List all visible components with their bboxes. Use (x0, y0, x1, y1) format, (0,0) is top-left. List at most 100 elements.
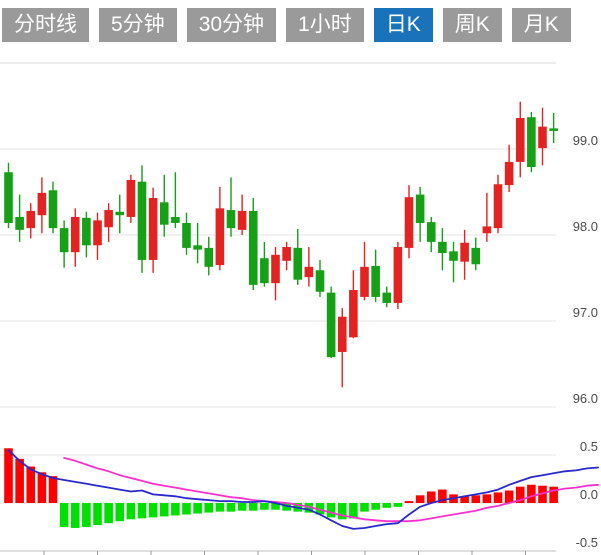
macd-hist-bar-up (37, 472, 47, 503)
macd-hist-bar-down (115, 503, 125, 522)
macd-hist-bar-down (337, 503, 347, 520)
candle-body-down (293, 247, 303, 280)
macd-hist-bar-up (426, 491, 436, 503)
macd-hist-bar-up (471, 495, 481, 503)
candle-body-up (37, 192, 47, 216)
macd-hist-bar-down (226, 503, 236, 512)
macd-hist-bar-down (82, 503, 91, 527)
candle-body-up (237, 210, 247, 230)
tab-intraday[interactable]: 分时线 (2, 8, 89, 42)
macd-hist-bar-down (215, 503, 225, 512)
candle-body-down (82, 217, 91, 246)
candle-body-down (426, 222, 436, 242)
tab-5min[interactable]: 5分钟 (99, 8, 177, 42)
macd-hist-bar-down (326, 503, 336, 518)
price-axis-label: 98.0 (573, 219, 598, 234)
dea-line (63, 456, 599, 523)
candle-body-down (415, 194, 425, 223)
macd-hist-bar-down (93, 503, 102, 526)
macd-hist-bar-up (515, 486, 525, 503)
macd-hist-bar-up (48, 476, 58, 503)
candle-body-down (326, 292, 336, 358)
candle-body-up (148, 198, 158, 260)
candle-body-down (527, 117, 536, 168)
candle-body-up (515, 118, 525, 162)
macd-hist-bar-up (460, 496, 469, 503)
price-axis-label: 96.0 (573, 391, 598, 406)
macd-hist-bar-down (360, 503, 369, 512)
macd-hist-bar-down (271, 503, 280, 510)
macd-hist-bar-down (204, 503, 214, 513)
candle-body-down (449, 251, 458, 261)
macd-hist-bar-down (59, 503, 69, 527)
candle-body-down (137, 181, 147, 260)
candle-body-down (182, 222, 191, 248)
candle-body-down (471, 247, 481, 265)
tab-daily-k[interactable]: 日K (373, 8, 433, 42)
tab-weekly-k[interactable]: 周K (442, 8, 502, 42)
candle-body-up (360, 266, 369, 297)
candle-body-down (549, 128, 558, 131)
candle-body-down (382, 292, 392, 303)
candle-body-down (438, 241, 447, 254)
candle-body-up (504, 161, 514, 186)
candle-body-up (460, 242, 469, 262)
candle-body-down (48, 190, 58, 229)
macd-hist-bar-down (104, 503, 113, 524)
candle-body-up (215, 208, 225, 266)
macd-hist-bar-down (159, 503, 169, 517)
macd-hist-bar-up (493, 492, 503, 503)
candle-body-up (104, 210, 113, 228)
macd-axis-label: 0.5 (580, 439, 598, 454)
candle-body-up (304, 266, 314, 278)
candle-body-down (193, 245, 202, 250)
tab-30min[interactable]: 30分钟 (186, 8, 277, 42)
price-axis-label: 97.0 (573, 305, 598, 320)
macd-hist-bar-up (527, 484, 536, 503)
candle-body-up (271, 254, 280, 284)
candle-body-down (204, 247, 214, 267)
candle-body-up (349, 290, 358, 338)
macd-hist-bar-down (171, 503, 180, 516)
macd-hist-bar-up (438, 489, 447, 503)
candle-body-down (15, 216, 24, 230)
macd-hist-bar-down (70, 503, 80, 528)
macd-hist-bar-down (193, 503, 202, 514)
macd-hist-bar-down (393, 503, 403, 507)
candle-body-down (159, 202, 169, 225)
macd-hist-bar-down (126, 503, 136, 520)
macd-hist-bar-down (148, 503, 158, 518)
candle-body-up (337, 316, 347, 352)
macd-axis-label: 0.0 (580, 487, 598, 502)
candle-body-down (315, 270, 325, 292)
macd-hist-bar-down (137, 503, 147, 519)
candle-body-down (171, 216, 180, 223)
macd-hist-bar-down (248, 503, 258, 511)
macd-hist-bar-down (315, 503, 325, 515)
tab-monthly-k[interactable]: 月K (511, 8, 571, 42)
candle-body-down (59, 228, 69, 253)
macd-hist-bar-down (237, 503, 247, 511)
candle-body-up (493, 184, 503, 229)
macd-hist-bar-up (504, 490, 514, 503)
candle-body-up (482, 226, 492, 234)
macd-hist-bar-down (349, 503, 358, 519)
macd-hist-bar-up (26, 466, 36, 503)
candle-body-down (226, 210, 236, 229)
candle-body-up (93, 220, 102, 246)
candle-body-down (4, 172, 13, 223)
candle-body-down (371, 265, 380, 297)
macd-hist-bar-down (304, 503, 314, 513)
candle-body-up (26, 210, 36, 229)
macd-hist-bar-up (15, 458, 24, 503)
candle-body-down (260, 258, 269, 284)
macd-axis-label: -0.5 (576, 535, 598, 550)
tab-1hour[interactable]: 1小时 (286, 8, 364, 42)
candle-body-up (404, 197, 414, 248)
macd-hist-bar-up (549, 486, 558, 503)
macd-hist-bar-up (404, 501, 414, 503)
dif-line (7, 449, 599, 530)
candle-body-up (393, 247, 403, 303)
candle-body-down (115, 211, 125, 216)
